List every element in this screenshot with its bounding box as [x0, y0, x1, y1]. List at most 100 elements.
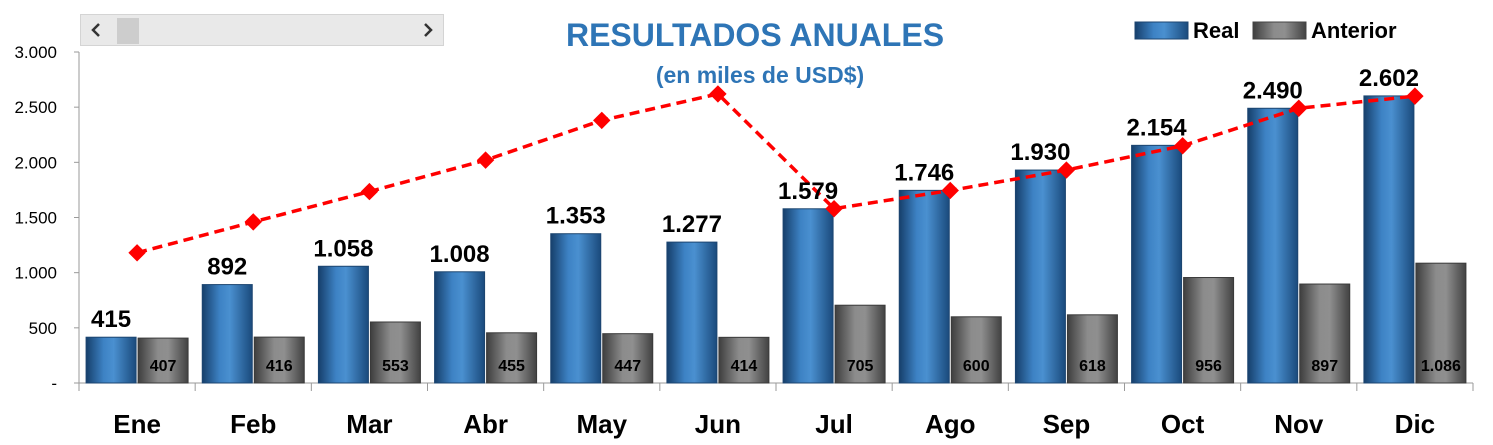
chevron-right-icon: [424, 23, 433, 37]
bar-real: [1131, 144, 1183, 384]
bar-anterior: [1299, 283, 1351, 384]
scroll-thumb[interactable]: [117, 18, 139, 44]
bar-anterior: [369, 321, 421, 384]
x-category-label: Nov: [1274, 409, 1324, 439]
bar-real: [782, 208, 834, 384]
trend-marker: [709, 85, 727, 103]
x-category-label: Jun: [695, 409, 741, 439]
axes: - 500 1.000 1.500 2.000 2.500 3.000 Ene Feb Mar A…: [14, 43, 1474, 439]
data-label-real: 1.579: [778, 178, 838, 205]
x-category-label: Sep: [1043, 409, 1091, 439]
x-category-label: Abr: [463, 409, 508, 439]
data-label-anterior: 407: [150, 358, 177, 375]
chart-title: RESULTADOS ANUALES: [566, 17, 944, 53]
data-label-anterior: 618: [1079, 358, 1106, 375]
data-label-real: 1.277: [662, 211, 722, 238]
data-label-anterior: 447: [614, 358, 641, 375]
data-label-real: 2.602: [1359, 65, 1419, 92]
trend-marker: [128, 244, 146, 262]
trend-marker: [1406, 87, 1424, 105]
x-category-label: Jul: [815, 409, 853, 439]
trend-marker: [593, 111, 611, 130]
trend-marker: [1290, 99, 1308, 117]
legend-label-real: Real: [1193, 18, 1239, 43]
chevron-left-icon: [91, 23, 100, 37]
y-tick-label: 3.000: [14, 43, 57, 62]
x-category-label: May: [576, 409, 627, 439]
data-label-real: 1.746: [894, 159, 954, 186]
y-tick-label: 500: [29, 319, 57, 338]
data-label-real: 1.930: [1010, 139, 1070, 166]
legend-label-anterior: Anterior: [1311, 18, 1397, 43]
legend-swatch-anterior: [1252, 21, 1307, 40]
data-label-real: 2.154: [1127, 114, 1188, 141]
data-label-real: 1.353: [546, 203, 606, 230]
y-tick-label: 1.000: [14, 264, 57, 283]
bar-anterior: [1066, 314, 1118, 384]
trend-marker: [1173, 137, 1192, 155]
chart-subtitle: (en miles de USD$): [656, 62, 864, 88]
data-label-anterior: 956: [1195, 358, 1222, 375]
bars-layer: [85, 95, 1467, 384]
bar-anterior: [253, 336, 305, 384]
x-category-label: Mar: [346, 409, 392, 439]
bar-real: [85, 336, 137, 384]
data-label-real: 2.490: [1243, 77, 1303, 104]
trend-marker: [476, 151, 495, 169]
data-labels-layer: 415 407 892 416 1.058 553 1.008 455 1.353 447 1.27…: [91, 65, 1461, 375]
trend-line-layer: [128, 85, 1424, 262]
bar-anterior: [1183, 277, 1235, 384]
y-tick-label: 1.500: [14, 209, 57, 228]
data-label-anterior: 553: [382, 358, 409, 375]
data-label-real: 892: [207, 254, 247, 281]
x-category-label: Ago: [925, 409, 976, 439]
x-category-label: Oct: [1161, 409, 1205, 439]
scroll-left-button[interactable]: [83, 17, 109, 43]
bar-real: [1363, 95, 1415, 384]
y-ticks: - 500 1.000 1.500 2.000 2.500 3.000: [14, 43, 79, 393]
x-category-label: Feb: [230, 409, 276, 439]
bar-anterior: [602, 333, 654, 384]
bar-real: [201, 284, 253, 384]
data-label-real: 415: [91, 306, 131, 333]
data-label-anterior: 414: [731, 358, 758, 375]
trend-marker: [244, 213, 262, 231]
data-label-real: 1.058: [313, 235, 373, 262]
bar-anterior: [718, 336, 770, 384]
bar-real: [550, 233, 602, 384]
bar-real: [898, 189, 950, 384]
data-label-anterior: 455: [498, 358, 525, 375]
data-label-anterior: 600: [963, 358, 990, 375]
data-label-anterior: 705: [847, 358, 874, 375]
trend-marker: [360, 182, 379, 201]
bar-real: [317, 265, 369, 384]
x-ticks: Ene Feb Mar Abr May Jun Jul Ago Sep Oct Nov Dic: [78, 383, 1474, 439]
data-label-real: 1.008: [430, 241, 490, 268]
legend-swatch-real: [1134, 21, 1189, 40]
x-category-label: Dic: [1395, 409, 1435, 439]
bar-real: [434, 271, 486, 384]
y-tick-label: -: [51, 374, 57, 393]
bar-real: [1247, 107, 1299, 384]
bar-real: [666, 241, 718, 384]
y-tick-label: 2.000: [14, 153, 57, 172]
trend-marker: [1057, 161, 1076, 179]
trend-line: [136, 92, 1416, 255]
bar-anterior: [834, 304, 886, 384]
trend-marker: [941, 181, 959, 200]
bar-real: [1014, 169, 1066, 384]
y-tick-label: 2.500: [14, 98, 57, 117]
bar-anterior: [486, 332, 538, 384]
chart-scrollbar[interactable]: [80, 14, 444, 46]
x-category-label: Ene: [113, 409, 161, 439]
bar-anterior: [137, 337, 189, 384]
trend-marker: [825, 199, 843, 218]
scroll-right-button[interactable]: [415, 17, 441, 43]
data-label-anterior: 1.086: [1421, 358, 1461, 375]
legend: Real Anterior: [1134, 18, 1397, 43]
data-label-anterior: 897: [1311, 358, 1338, 375]
bar-anterior: [1415, 262, 1467, 384]
bar-anterior: [950, 316, 1002, 384]
data-label-anterior: 416: [266, 358, 293, 375]
